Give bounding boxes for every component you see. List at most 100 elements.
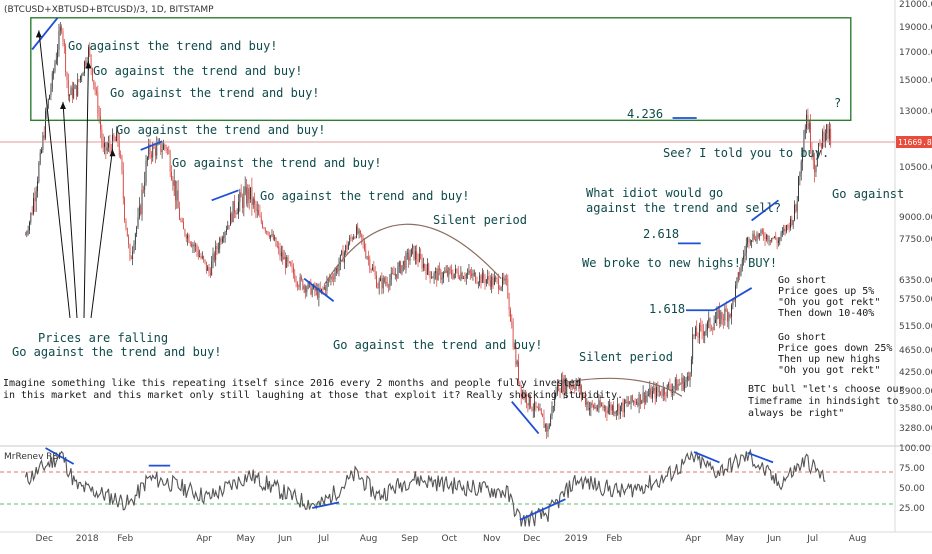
candle-body [69,94,71,97]
candle-body [640,394,641,404]
candle-body [531,407,533,410]
candle-body [532,409,534,411]
candle-body [258,210,259,216]
candle-body [84,61,85,74]
candle-body [360,230,361,234]
annotation-silent-period-1: Silent period [433,213,527,227]
candle-body [195,245,197,247]
candle-body [189,242,191,244]
candle-body [51,73,53,89]
candle-body [660,391,661,395]
candle-body [443,272,444,278]
candle-body [456,268,458,272]
candle-body [500,287,502,290]
candle-body [164,144,166,147]
candle-body [703,331,704,336]
candle-body [299,277,301,287]
candle-body [638,394,640,406]
candle-body [498,278,499,290]
candle-body [175,180,176,201]
candle-body [207,267,209,271]
candle-body [25,234,26,236]
candle-body [404,260,406,269]
candle-body [394,274,396,276]
chart-title: (BTCUSD+XBTUSD+BTCUSD)/3, 1D, BITSTAMP [4,5,214,15]
candle-body [642,392,644,401]
candle-body [483,272,485,279]
candle-body [666,384,668,397]
time-axis-label: Sep [401,534,418,544]
candle-body [610,404,612,411]
candle-body [307,282,309,289]
candle-body [71,87,73,98]
candle-body [569,385,570,387]
candle-body [558,382,560,392]
candle-body [337,268,339,272]
candle-body [26,232,28,235]
candle-body [794,204,795,221]
silent-period-arc-2 [561,377,683,397]
rsi-trendline-1 [45,447,75,465]
candle-body [810,123,811,149]
candle-body [459,277,460,280]
candle-body [163,144,164,150]
arrow-line-2 [62,101,78,319]
time-axis-label: Jun [766,534,781,544]
time-axis-label: May [237,534,256,544]
candle-body [39,152,41,164]
annotation-go-against-4: Go against the trend and buy! [116,123,326,137]
candle-body [496,277,498,279]
price-axis-label: 6350.00 [899,276,932,286]
candle-body [223,236,225,239]
candle-body [121,155,123,171]
candle-body [653,387,655,391]
candle-body [413,245,415,260]
candle-body [827,124,829,139]
candle-body [412,245,414,249]
candle-body [676,378,678,391]
time-axis-label: 2018 [76,534,99,544]
candle-body [199,255,201,257]
candle-body [757,234,759,237]
candle-body [800,161,802,174]
candle-body [457,271,459,278]
price-axis-label: 5150.00 [899,322,932,332]
candle-body [315,288,317,291]
candle-body [346,245,348,250]
candle-body [701,325,703,332]
candle-body [698,325,700,338]
candle-body [81,75,83,77]
candle-body [41,149,42,153]
candle-body [213,253,215,261]
candle-body [33,198,34,214]
grid-layer [0,0,932,533]
candle-body [499,289,501,291]
candle-body [760,230,762,234]
annotation-btc-bull-line-3: always be right" [748,408,844,419]
candle-body [303,286,305,290]
candle-body [141,189,143,215]
candle-body [256,210,258,212]
candle-body [605,406,607,411]
candle-body [511,321,513,325]
annotation-short1-line-1: Go short [778,275,826,286]
time-axis-label: Aug [360,534,378,544]
candle-body [239,192,241,202]
candle-body [492,276,494,285]
candle-body [250,187,251,200]
candle-body [94,84,96,92]
candle-body [425,268,427,275]
candle-body [761,230,763,233]
candle-body [563,378,565,393]
candle-body [745,243,747,254]
candle-body [658,391,660,393]
candle-body [172,179,174,186]
candle-body [806,114,807,129]
candle-body [464,277,466,279]
candle-body [489,280,491,288]
candle-body [602,405,604,408]
candle-body [79,75,81,81]
candle-body [599,400,601,406]
candle-body [260,216,262,223]
trendline-4 [303,277,335,302]
